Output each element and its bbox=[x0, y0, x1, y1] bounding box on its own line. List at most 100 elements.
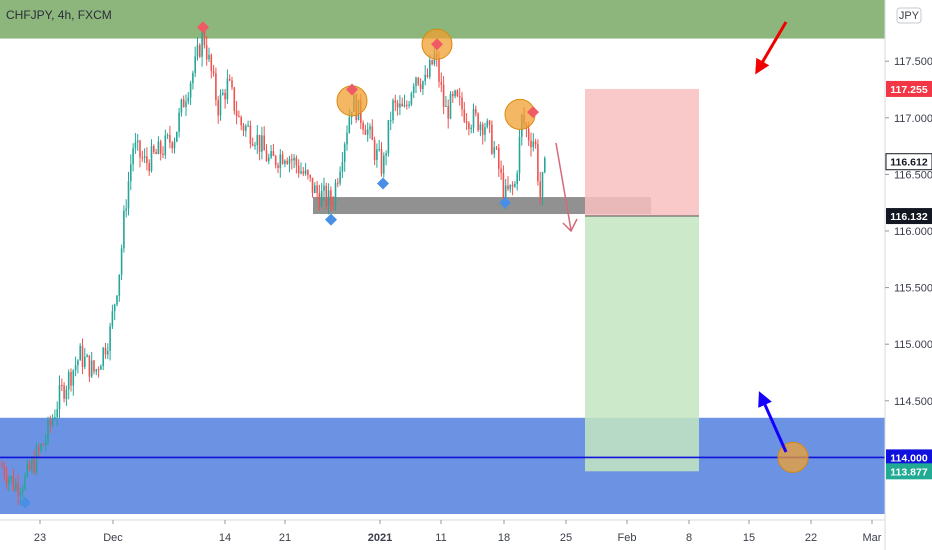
swing-high-marker bbox=[197, 21, 209, 34]
swing-low-marker bbox=[377, 177, 389, 190]
currency-badge[interactable]: JPY bbox=[896, 7, 922, 24]
candle-body bbox=[113, 304, 116, 312]
candle-body bbox=[249, 125, 252, 144]
candle-body bbox=[187, 97, 190, 102]
swing-high-marker bbox=[431, 38, 443, 51]
candle-body bbox=[288, 159, 291, 164]
candle-body bbox=[169, 134, 171, 143]
candle-body bbox=[231, 80, 233, 88]
candle-body bbox=[477, 113, 479, 131]
candle-body bbox=[15, 483, 17, 491]
candle-body bbox=[295, 157, 298, 166]
candle-body bbox=[327, 190, 330, 206]
candle-body bbox=[412, 85, 415, 94]
candle-body bbox=[406, 104, 408, 106]
candle-body bbox=[461, 97, 463, 110]
candle-body bbox=[268, 157, 270, 162]
candle-body bbox=[54, 417, 56, 419]
swing-low-marker bbox=[325, 213, 337, 226]
candle-body bbox=[86, 355, 88, 357]
markers-layer bbox=[19, 21, 809, 509]
symbol-label[interactable]: CHFJPY, 4h, FXCM bbox=[6, 8, 112, 22]
candle-body bbox=[272, 151, 275, 156]
candle-body bbox=[373, 139, 376, 160]
price-tag-label: 116.612 bbox=[890, 157, 928, 169]
time-axis[interactable]: 23 Dec 14 21 2021 11 18 25 Feb 8 15 22 Mar bbox=[34, 520, 882, 544]
candle-body bbox=[263, 135, 265, 151]
currency-badge-label: JPY bbox=[899, 10, 920, 22]
candle-body bbox=[242, 125, 245, 131]
candle-body bbox=[97, 369, 100, 371]
candle-body bbox=[107, 350, 109, 355]
candle-body bbox=[539, 181, 541, 197]
candle-body bbox=[235, 111, 238, 117]
candle-body bbox=[422, 81, 424, 89]
candle-body bbox=[376, 149, 378, 160]
candle-body bbox=[311, 177, 314, 193]
candle-body bbox=[210, 54, 213, 72]
bearish-arrow[interactable] bbox=[755, 21, 788, 75]
candle-body bbox=[173, 141, 176, 149]
candle-body bbox=[304, 170, 307, 174]
candle-body bbox=[224, 92, 226, 100]
candle-body bbox=[205, 45, 208, 60]
candle-body bbox=[394, 100, 397, 103]
price-tag-last bbox=[885, 153, 932, 171]
candle-body bbox=[180, 99, 183, 113]
support-zone[interactable] bbox=[0, 417, 885, 514]
candle-body bbox=[481, 124, 484, 135]
position-layer[interactable] bbox=[585, 88, 699, 472]
candle-body bbox=[261, 135, 263, 152]
candle-body bbox=[194, 56, 196, 73]
candle-body bbox=[498, 148, 500, 169]
candle-body bbox=[486, 120, 489, 128]
candle-body bbox=[380, 149, 383, 174]
candle-body bbox=[132, 148, 134, 165]
candle-body bbox=[378, 149, 380, 151]
candle-body bbox=[339, 171, 341, 184]
candle-body bbox=[458, 96, 461, 98]
candle-body bbox=[153, 145, 155, 153]
candle-body bbox=[442, 84, 445, 107]
candle-body bbox=[178, 112, 180, 132]
candle-body bbox=[293, 157, 295, 161]
candle-body bbox=[10, 476, 12, 479]
candle-body bbox=[507, 185, 509, 190]
price-tag-label: 114.000 bbox=[890, 452, 928, 464]
candle-body bbox=[401, 103, 403, 107]
candle-body bbox=[148, 163, 150, 172]
candle-body bbox=[125, 208, 127, 211]
candle-body bbox=[527, 128, 530, 141]
price-tick-label: 117.000 bbox=[894, 113, 932, 125]
candle-body bbox=[226, 78, 229, 100]
candle-body bbox=[157, 141, 160, 155]
price-tag-label: 113.877 bbox=[890, 466, 928, 478]
candle-body bbox=[325, 185, 328, 206]
price-tags: 117.255 116.612 116.132 114.000 113.877 bbox=[885, 80, 932, 480]
projection-arrow[interactable] bbox=[555, 142, 578, 233]
candle-body bbox=[320, 190, 323, 207]
candle-body bbox=[309, 174, 311, 178]
price-tag-level bbox=[886, 449, 932, 466]
candle-body bbox=[544, 158, 546, 173]
candle-body bbox=[300, 171, 302, 174]
swing-low-marker bbox=[19, 496, 31, 509]
candle-body bbox=[26, 463, 29, 476]
time-tick-label: 11 bbox=[435, 532, 446, 544]
price-axis[interactable]: 114.500 115.000 115.500 116.000 116.500 117.0… bbox=[885, 56, 932, 408]
candle-body bbox=[136, 140, 139, 143]
candle-body bbox=[387, 120, 390, 154]
candle-body bbox=[408, 104, 410, 106]
candle-body bbox=[24, 475, 26, 490]
candle-body bbox=[146, 156, 148, 164]
candle-body bbox=[532, 141, 535, 148]
candle-body bbox=[196, 45, 199, 57]
candle-body bbox=[203, 31, 206, 46]
bullish-arrow[interactable] bbox=[758, 391, 788, 453]
position-reward-zone[interactable] bbox=[585, 216, 699, 472]
candle-body bbox=[504, 185, 507, 200]
candle-body bbox=[456, 90, 459, 97]
position-risk-zone[interactable] bbox=[585, 88, 699, 217]
candle-body bbox=[364, 129, 367, 135]
